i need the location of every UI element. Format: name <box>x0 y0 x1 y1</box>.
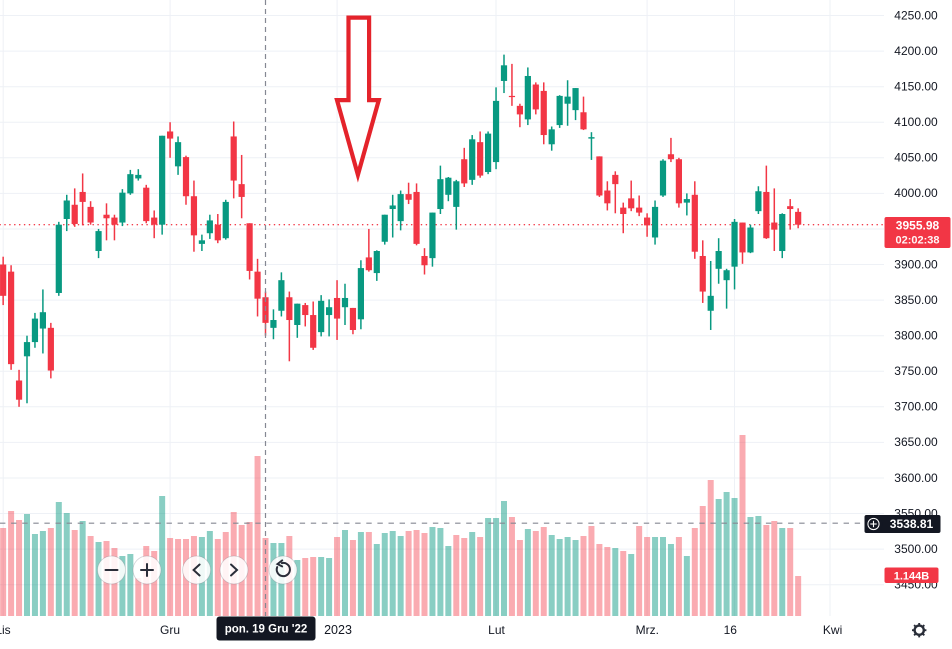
svg-text:3700.00: 3700.00 <box>894 400 938 414</box>
svg-text:4200.00: 4200.00 <box>894 44 938 58</box>
svg-text:4150.00: 4150.00 <box>894 80 938 94</box>
svg-text:3850.00: 3850.00 <box>894 293 938 307</box>
svg-text:Mrz.: Mrz. <box>636 623 659 637</box>
svg-text:02:02:38: 02:02:38 <box>895 235 939 247</box>
svg-text:4050.00: 4050.00 <box>894 151 938 165</box>
svg-text:3800.00: 3800.00 <box>894 329 938 343</box>
svg-text:Kwi: Kwi <box>823 623 842 637</box>
svg-text:pon. 19 Gru '22: pon. 19 Gru '22 <box>225 624 308 636</box>
svg-text:16: 16 <box>724 623 738 637</box>
svg-text:4000.00: 4000.00 <box>894 186 938 200</box>
svg-text:1.144B: 1.144B <box>894 570 930 582</box>
svg-text:4250.00: 4250.00 <box>894 8 938 22</box>
svg-text:3538.81: 3538.81 <box>890 517 934 531</box>
svg-text:3900.00: 3900.00 <box>894 257 938 271</box>
svg-text:3955.98: 3955.98 <box>896 219 940 233</box>
svg-text:4100.00: 4100.00 <box>894 115 938 129</box>
svg-text:3500.00: 3500.00 <box>894 542 938 556</box>
svg-text:3750.00: 3750.00 <box>894 364 938 378</box>
svg-text:Gru: Gru <box>160 623 180 637</box>
svg-text:3600.00: 3600.00 <box>894 471 938 485</box>
svg-text:Lut: Lut <box>488 623 505 637</box>
svg-text:Lis: Lis <box>0 623 11 637</box>
svg-text:2023: 2023 <box>324 623 352 637</box>
svg-text:3650.00: 3650.00 <box>894 435 938 449</box>
